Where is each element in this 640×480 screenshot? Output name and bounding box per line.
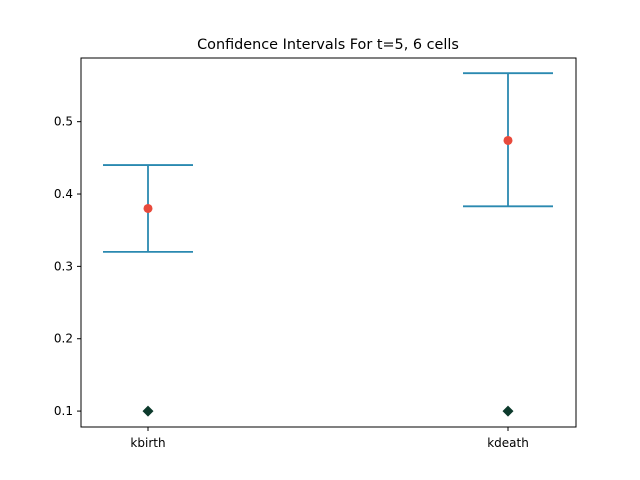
plot-area: [103, 72, 553, 417]
y-axis: 0.1 0.2 0.3 0.4 0.5: [54, 115, 81, 418]
y-tick-label: 0.1: [54, 404, 73, 418]
y-tick-label: 0.3: [54, 259, 73, 273]
chart-title: Confidence Intervals For t=5, 6 cells: [197, 37, 459, 53]
x-tick-label: kdeath: [487, 436, 529, 450]
y-tick-label: 0.2: [54, 332, 73, 346]
y-tick-label: 0.4: [54, 187, 73, 201]
x-axis: kbirth kdeath: [130, 427, 529, 450]
true-value-marker: [142, 405, 154, 417]
estimate-point: [143, 203, 153, 213]
estimate-point: [503, 135, 513, 145]
x-tick-label: kbirth: [130, 436, 165, 450]
true-value-marker: [502, 405, 514, 417]
plot-frame: [80, 57, 577, 428]
y-tick-label: 0.5: [54, 115, 73, 129]
